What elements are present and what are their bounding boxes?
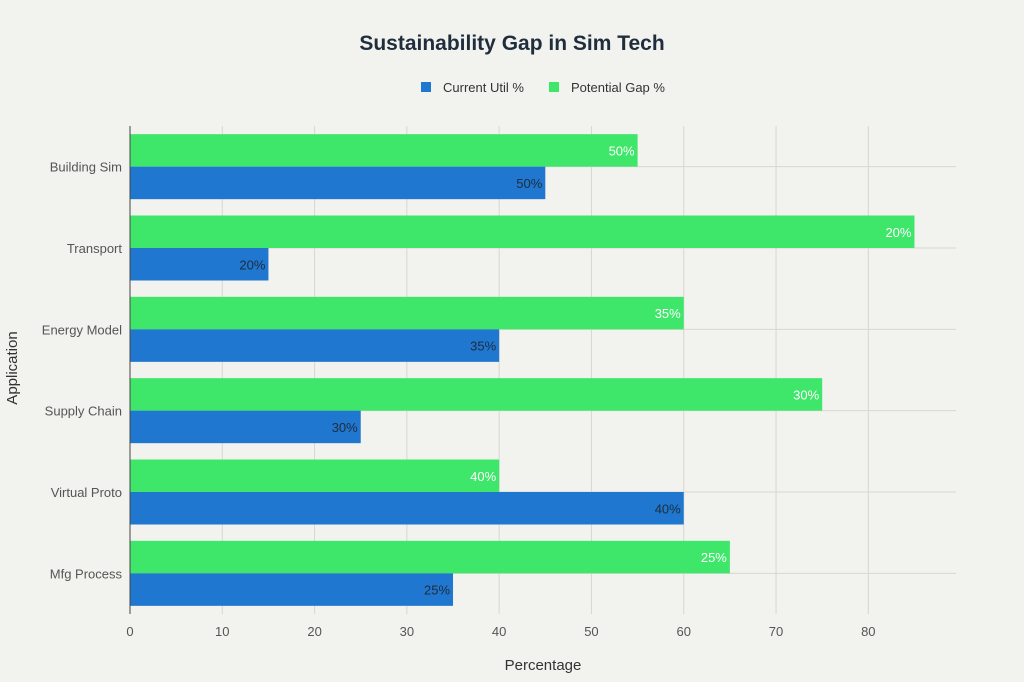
data-label-potential-gap-2: 35% — [655, 306, 681, 321]
bar-potential-gap-5 — [130, 540, 730, 574]
bar-current-util-3 — [130, 410, 361, 444]
data-label-potential-gap-3: 30% — [793, 387, 819, 402]
category-label-1: Transport — [67, 241, 123, 256]
x-tick-label-2: 20 — [307, 624, 321, 639]
legend-label-0: Current Util % — [443, 80, 524, 95]
data-label-potential-gap-5: 25% — [701, 550, 727, 565]
legend-swatch-1 — [549, 82, 559, 92]
category-label-3: Supply Chain — [45, 404, 122, 419]
category-label-4: Virtual Proto — [51, 485, 122, 500]
data-label-potential-gap-1: 20% — [885, 225, 911, 240]
data-label-current-util-3: 30% — [332, 420, 358, 435]
data-label-potential-gap-4: 40% — [470, 469, 496, 484]
x-tick-label-3: 30 — [400, 624, 414, 639]
bar-current-util-5 — [130, 573, 454, 606]
bar-potential-gap-3 — [130, 378, 823, 411]
x-tick-label-5: 50 — [584, 624, 598, 639]
data-label-current-util-2: 35% — [470, 339, 496, 354]
data-label-current-util-0: 50% — [516, 176, 542, 191]
grid — [129, 126, 956, 614]
bar-current-util-4 — [130, 492, 684, 525]
x-ticks: 0 10 20 30 40 50 60 70 80 — [126, 624, 875, 639]
bar-potential-gap-2 — [130, 296, 684, 330]
category-label-5: Mfg Process — [50, 566, 123, 581]
bar-current-util-0 — [130, 166, 546, 200]
bar-potential-gap-0 — [130, 134, 638, 167]
bar-potential-gap-1 — [130, 215, 915, 248]
data-label-potential-gap-0: 50% — [609, 143, 635, 158]
category-label-2: Energy Model — [42, 322, 122, 337]
bar-current-util-1 — [130, 248, 269, 281]
x-tick-label-6: 60 — [677, 624, 691, 639]
bar-potential-gap-4 — [130, 459, 500, 492]
legend: Current Util % Potential Gap % — [421, 80, 665, 95]
bars: 50% 50% 20% 20% 35% 35% 30% 30% 40% 40% 25% 25% — [129, 126, 915, 614]
x-tick-label-7: 70 — [769, 624, 783, 639]
x-tick-label-8: 80 — [861, 624, 875, 639]
bar-current-util-2 — [130, 329, 500, 362]
legend-swatch-0 — [421, 82, 431, 92]
y-axis-title: Application — [4, 331, 21, 404]
x-tick-label-4: 40 — [492, 624, 506, 639]
x-axis-title: Percentage — [505, 657, 582, 674]
data-label-current-util-4: 40% — [655, 501, 681, 516]
x-tick-label-0: 0 — [126, 624, 133, 639]
legend-label-1: Potential Gap % — [571, 80, 665, 95]
chart-title: Sustainability Gap in Sim Tech — [359, 32, 664, 55]
category-label-0: Building Sim — [50, 160, 122, 175]
data-label-current-util-1: 20% — [239, 257, 265, 272]
x-tick-label-1: 10 — [215, 624, 229, 639]
data-label-current-util-5: 25% — [424, 583, 450, 598]
y-categories: Building Sim Transport Energy Model Supply … — [42, 160, 123, 582]
